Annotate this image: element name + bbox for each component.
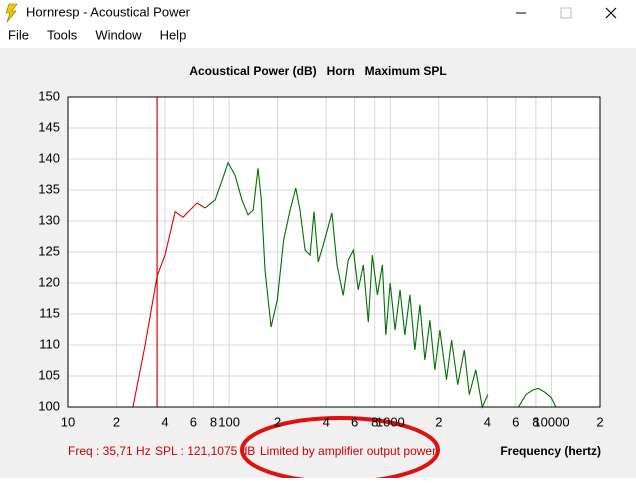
y-tick-label: 105 <box>38 367 60 382</box>
x-tick-label: 4 <box>161 414 168 429</box>
y-tick-label: 100 <box>38 398 60 413</box>
response-curve <box>132 202 206 408</box>
x-tick-label: 10 <box>61 414 75 429</box>
x-tick-label: 2 <box>113 414 120 429</box>
maximize-button[interactable] <box>560 7 572 19</box>
close-button[interactable] <box>605 7 617 19</box>
x-tick-label: 6 <box>512 414 519 429</box>
x-tick-label: 8 <box>371 414 378 429</box>
x-tick-label: 2 <box>435 414 442 429</box>
menu-item[interactable]: Help <box>160 27 187 42</box>
status-note: Limited by amplifier output power <box>260 444 436 458</box>
menu-item[interactable]: Tools <box>47 27 78 42</box>
plot-border <box>67 96 601 408</box>
menu-bar: File Tools Window Help <box>8 27 186 42</box>
y-tick-label: 150 <box>38 88 60 103</box>
status-spl: SPL : 121,1075 dB <box>155 444 255 458</box>
app-icon <box>5 3 18 23</box>
y-tick-label: 130 <box>38 212 60 227</box>
y-tick-label: 140 <box>38 150 60 165</box>
y-tick-label: 115 <box>39 305 60 320</box>
y-tick-label: 145 <box>38 119 60 134</box>
status-freq: Freq : 35,71 Hz <box>68 444 151 458</box>
x-tick-label: 6 <box>190 414 197 429</box>
x-tick-label: 8 <box>532 414 539 429</box>
x-tick-label: 8 <box>210 414 217 429</box>
chart-title: Acoustical Power (dB) Horn Maximum SPL <box>189 64 446 78</box>
x-tick-label: 1000 <box>376 414 405 429</box>
x-tick-label: 100 <box>218 414 240 429</box>
y-tick-label: 120 <box>38 274 60 289</box>
x-tick-label: 2 <box>596 414 603 429</box>
y-tick-label: 125 <box>38 243 60 258</box>
x-tick-label: 6 <box>351 414 358 429</box>
x-tick-label: 10000 <box>533 414 569 429</box>
window-title: Hornresp - Acoustical Power <box>26 4 191 19</box>
menu-item[interactable]: File <box>8 27 29 42</box>
y-tick-label: 110 <box>39 336 60 351</box>
x-tick-label: 2 <box>274 414 281 429</box>
x-tick-label: 4 <box>484 414 491 429</box>
y-tick-label: 135 <box>38 181 60 196</box>
response-curve <box>204 161 557 409</box>
x-tick-label: 4 <box>323 414 330 429</box>
menu-item[interactable]: Window <box>95 27 142 42</box>
x-axis-label: Frequency (hertz) <box>500 444 601 458</box>
